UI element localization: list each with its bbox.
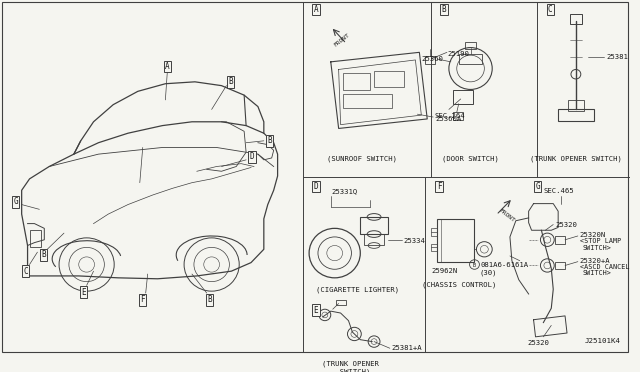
Text: 25320+A: 25320+A (580, 258, 611, 264)
Bar (425, 56, 435, 64)
Text: SEC.465: SEC.465 (543, 188, 574, 195)
Bar (374, 71, 404, 87)
Bar (360, 217, 388, 234)
Bar (29, 230, 42, 247)
Text: 25360A: 25360A (435, 116, 461, 122)
Text: FRONT: FRONT (333, 32, 351, 48)
Bar (453, 112, 463, 120)
Text: D: D (314, 182, 318, 191)
Text: (30): (30) (479, 269, 497, 276)
Text: 25331Q: 25331Q (332, 188, 358, 195)
Text: B: B (473, 263, 476, 268)
Bar (431, 228, 437, 236)
Text: 25320: 25320 (527, 340, 550, 346)
Text: F: F (140, 295, 145, 304)
Text: 25962N: 25962N (431, 268, 458, 274)
Text: (CHASSIS CONTROL): (CHASSIS CONTROL) (422, 282, 496, 288)
Text: J25101K4: J25101K4 (584, 339, 620, 344)
Text: G: G (13, 197, 18, 206)
Bar (556, 236, 565, 244)
Text: C: C (23, 267, 28, 276)
Text: (SUNROOF SWITCH): (SUNROOF SWITCH) (327, 155, 397, 162)
Text: SWITCH>: SWITCH> (583, 270, 612, 276)
Text: <STOP LAMP: <STOP LAMP (580, 238, 621, 244)
Text: SWITCH>: SWITCH> (583, 244, 612, 250)
Text: A: A (314, 5, 318, 14)
Text: 25334: 25334 (404, 238, 426, 244)
Text: D: D (250, 153, 254, 161)
Text: (DOOR SWITCH): (DOOR SWITCH) (442, 155, 499, 162)
Text: F: F (436, 182, 442, 191)
Text: (TRUNK OPENER: (TRUNK OPENER (322, 360, 379, 367)
Bar (364, 234, 384, 246)
Bar (453, 90, 472, 104)
Bar (342, 73, 370, 90)
Text: 081A6-6161A: 081A6-6161A (481, 262, 529, 268)
Text: B: B (41, 250, 45, 260)
Text: (CIGARETTE LIGHTER): (CIGARETTE LIGHTER) (316, 286, 399, 293)
Text: <ASCD CANCEL: <ASCD CANCEL (580, 263, 629, 270)
Bar (556, 262, 565, 269)
Bar (558, 109, 594, 121)
Text: 25190: 25190 (448, 51, 470, 57)
Text: C: C (548, 5, 552, 14)
Text: A: A (165, 62, 170, 71)
Bar (459, 54, 483, 64)
Bar (570, 14, 582, 24)
Bar (437, 219, 474, 262)
Text: E: E (81, 288, 86, 296)
Text: 25320N: 25320N (580, 232, 606, 238)
Text: FRONT: FRONT (498, 208, 516, 223)
Text: SWITCH): SWITCH) (331, 368, 370, 372)
Text: G: G (535, 182, 540, 191)
Bar (342, 94, 392, 108)
Text: 25320: 25320 (556, 222, 577, 228)
Text: B: B (228, 77, 233, 86)
Text: 25360: 25360 (421, 56, 444, 62)
Text: B: B (207, 295, 212, 304)
Text: B: B (268, 136, 272, 145)
Text: (TRUNK OPENER SWITCH): (TRUNK OPENER SWITCH) (530, 155, 622, 162)
Text: E: E (314, 306, 318, 315)
Text: 25381: 25381 (606, 54, 628, 60)
Bar (431, 244, 437, 251)
Bar (568, 100, 584, 111)
Text: SEC.264: SEC.264 (434, 113, 465, 119)
Bar (465, 42, 476, 49)
Text: B: B (442, 5, 446, 14)
Text: 25381+A: 25381+A (392, 345, 422, 352)
Bar (336, 300, 346, 305)
